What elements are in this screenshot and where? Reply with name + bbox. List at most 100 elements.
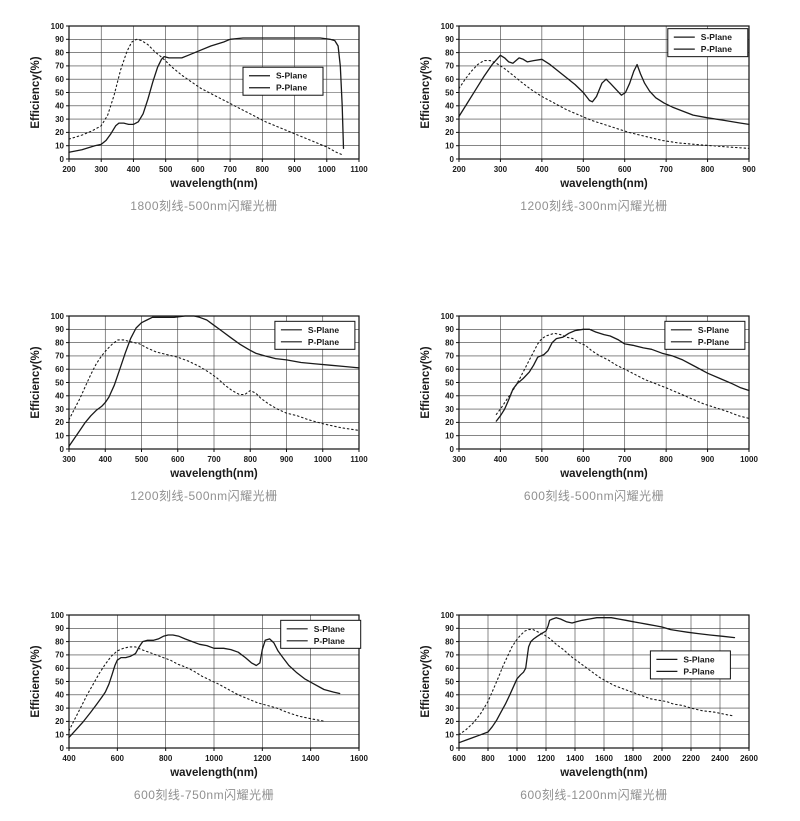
- x-tick-label: 1200: [253, 754, 271, 763]
- x-axis-label: wavelength(nm): [169, 468, 258, 480]
- tick-labels: 400 600 800 1000 1200 1400 1600 0 10 20 30 40 50 60 70…: [51, 611, 369, 763]
- y-tick-label: 60: [445, 365, 454, 374]
- y-tick-label: 40: [55, 392, 64, 401]
- x-tick-label: 2600: [740, 754, 758, 763]
- y-tick-label: 30: [55, 405, 64, 414]
- x-tick-label: 900: [701, 455, 715, 464]
- chart-1200-300-canvas: 200 300 400 500 600 700 800 900 0 10 20 30 40 50 60 70 8…: [420, 22, 756, 190]
- x-tick-label: 2000: [653, 754, 671, 763]
- chart-1200-500-caption: 1200刻线-500nm闪耀光栅: [130, 489, 278, 503]
- x-tick-label: 1400: [302, 754, 320, 763]
- y-tick-label: 90: [55, 624, 64, 633]
- x-tick-label: 1200: [537, 754, 555, 763]
- y-tick-label: 80: [445, 637, 454, 646]
- x-tick-label: 600: [618, 165, 632, 174]
- series-s-plane: [458, 617, 736, 744]
- y-tick-label: 100: [441, 22, 455, 31]
- series-s-plane: [495, 328, 750, 422]
- y-axis-label: Efficiency(%): [420, 645, 432, 717]
- y-tick-label: 40: [445, 691, 454, 700]
- y-tick-label: 100: [441, 312, 455, 321]
- y-tick-label: 30: [55, 704, 64, 713]
- x-tick-label: 600: [452, 754, 466, 763]
- chart-1800-500-caption: 1800刻线-500nm闪耀光栅: [130, 199, 278, 213]
- chart-600-500: 300 400 500 600 700 800 900 1000 0 10 20 30 40 50 60 70…: [418, 298, 770, 504]
- series-s-plane: [68, 37, 345, 153]
- y-tick-label: 90: [55, 35, 64, 44]
- legend: S-Plane P-Plane: [664, 320, 746, 350]
- x-tick-label: 1100: [350, 455, 368, 464]
- y-tick-label: 0: [60, 155, 65, 164]
- x-tick-label: 800: [256, 165, 270, 174]
- y-tick-label: 80: [445, 338, 454, 347]
- x-tick-label: 900: [280, 455, 294, 464]
- legend-label: P-Plane: [683, 666, 714, 676]
- y-tick-label: 90: [445, 35, 454, 44]
- series-s-plane: [68, 315, 360, 447]
- tick-labels: 300 400 500 600 700 800 900 1000 1100 0 10 20 30 40 50…: [51, 312, 369, 464]
- y-tick-label: 80: [55, 637, 64, 646]
- legend-label: S-Plane: [698, 325, 729, 335]
- legend-label: S-Plane: [276, 71, 307, 81]
- plot-frame: [68, 614, 360, 749]
- y-tick-label: 30: [55, 115, 64, 124]
- y-tick-label: 10: [55, 432, 64, 441]
- y-axis-label: Efficiency(%): [30, 645, 42, 717]
- x-tick-label: 400: [494, 455, 508, 464]
- y-tick-label: 100: [51, 22, 65, 31]
- x-tick-label: 200: [452, 165, 466, 174]
- series-p-plane: [458, 629, 736, 736]
- y-tick-label: 50: [55, 378, 64, 387]
- chart-1800-500-canvas: 200 300 400 500 600 700 800 900 1000 1100 0 10 20 30 4…: [30, 22, 368, 190]
- x-tick-label: 500: [159, 165, 173, 174]
- y-tick-label: 0: [450, 744, 455, 753]
- x-tick-label: 700: [659, 165, 673, 174]
- y-tick-label: 50: [445, 677, 454, 686]
- y-tick-label: 100: [441, 611, 455, 620]
- legend-label: S-Plane: [314, 624, 345, 634]
- y-tick-label: 10: [55, 142, 64, 151]
- x-tick-label: 300: [494, 165, 508, 174]
- x-tick-label: 1800: [624, 754, 642, 763]
- x-tick-label: 1600: [350, 754, 368, 763]
- y-axis-label: Efficiency(%): [420, 346, 432, 418]
- legend: S-Plane P-Plane: [649, 650, 731, 680]
- x-tick-label: 800: [159, 754, 173, 763]
- legend: S-Plane P-Plane: [280, 619, 362, 649]
- y-tick-label: 70: [445, 651, 454, 660]
- y-tick-label: 50: [55, 88, 64, 97]
- x-axis-label: wavelength(nm): [169, 767, 258, 779]
- chart-600-750: 400 600 800 1000 1200 1400 1600 0 10 20 30 40 50 60 70…: [28, 597, 380, 803]
- x-tick-label: 1100: [350, 165, 368, 174]
- x-tick-label: 400: [99, 455, 113, 464]
- y-axis-label: Efficiency(%): [30, 346, 42, 418]
- chart-1800-500: 200 300 400 500 600 700 800 900 1000 1100 0 10 20 30 4…: [28, 8, 380, 214]
- y-tick-label: 50: [445, 88, 454, 97]
- legend-label: P-Plane: [701, 44, 732, 54]
- x-tick-label: 1000: [314, 455, 332, 464]
- y-tick-label: 50: [55, 677, 64, 686]
- y-tick-label: 10: [445, 432, 454, 441]
- chart-1200-300: 200 300 400 500 600 700 800 900 0 10 20 30 40 50 60 70 8…: [418, 8, 770, 214]
- legend-label: S-Plane: [701, 32, 732, 42]
- series-p-plane: [68, 339, 360, 431]
- y-tick-label: 0: [60, 744, 65, 753]
- y-tick-label: 60: [445, 664, 454, 673]
- x-tick-label: 400: [62, 754, 76, 763]
- chart-600-750-caption: 600刻线-750nm闪耀光栅: [133, 788, 275, 802]
- y-tick-label: 70: [55, 352, 64, 361]
- x-tick-label: 700: [207, 455, 221, 464]
- x-tick-label: 500: [577, 165, 591, 174]
- y-tick-label: 30: [445, 704, 454, 713]
- chart-600-1200-caption: 600刻线-1200nm闪耀光栅: [520, 788, 668, 802]
- x-axis-label: wavelength(nm): [559, 468, 648, 480]
- x-tick-label: 900: [288, 165, 302, 174]
- x-tick-label: 600: [577, 455, 591, 464]
- x-tick-label: 1000: [318, 165, 336, 174]
- y-tick-label: 0: [60, 445, 65, 454]
- y-tick-label: 10: [445, 142, 454, 151]
- plot-frame: [68, 25, 360, 160]
- x-tick-label: 1000: [205, 754, 223, 763]
- y-tick-label: 90: [445, 325, 454, 334]
- y-tick-label: 70: [55, 651, 64, 660]
